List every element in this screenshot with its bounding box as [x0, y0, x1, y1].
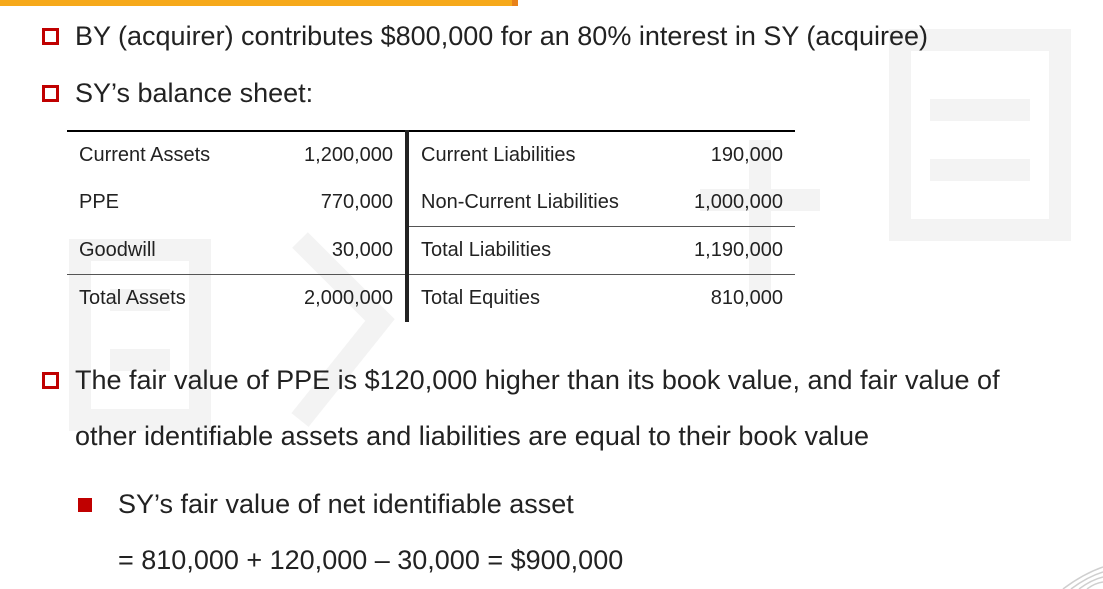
liability-label: Total Liabilities [407, 226, 663, 275]
table-row: Current Assets 1,200,000 Current Liabili… [67, 130, 795, 179]
asset-label: Current Assets [67, 130, 281, 179]
liability-value: 190,000 [663, 130, 795, 179]
liability-label: Total Equities [407, 274, 663, 322]
liability-value: 1,190,000 [663, 226, 795, 275]
bullet-text-3-line-1: The fair value of PPE is $120,000 higher… [75, 365, 1000, 395]
bullet-text-1: BY (acquirer) contributes $800,000 for a… [75, 21, 928, 51]
table-row: Goodwill 30,000 Total Liabilities 1,190,… [67, 226, 795, 275]
sub-bullet-text-1: SY’s fair value of net identifiable asse… [118, 489, 574, 519]
bullet-text-2: SY’s balance sheet: [75, 78, 314, 108]
asset-value: 770,000 [281, 179, 409, 227]
hollow-square-bullet-icon [42, 28, 59, 45]
bullet-item-3: The fair value of PPE is $120,000 higher… [42, 365, 1000, 396]
table-row: Total Assets 2,000,000 Total Equities 81… [67, 274, 795, 322]
bullet-item-2: SY’s balance sheet: [42, 78, 313, 109]
asset-value: 30,000 [281, 226, 409, 275]
hollow-square-bullet-icon [42, 372, 59, 389]
filled-square-bullet-icon [78, 497, 92, 512]
liability-label: Current Liabilities [407, 130, 663, 179]
hollow-square-bullet-icon [42, 85, 59, 102]
header-accent-bar [0, 0, 518, 6]
bullet-item-1: BY (acquirer) contributes $800,000 for a… [42, 21, 928, 52]
asset-value: 1,200,000 [281, 130, 409, 179]
liability-value: 810,000 [663, 274, 795, 322]
asset-value: 2,000,000 [281, 274, 409, 322]
corner-decoration-icon [1062, 566, 1103, 589]
asset-label: Goodwill [79, 238, 156, 261]
balance-sheet-table: Current Assets 1,200,000 Current Liabili… [67, 130, 795, 322]
liability-label: Non-Current Liabilities [421, 191, 619, 213]
liability-value: 1,000,000 [694, 191, 783, 213]
asset-label: PPE [79, 191, 120, 214]
calculation-line: = 810,000 + 120,000 – 30,000 = $900,000 [118, 545, 624, 575]
sub-bullet-item-1: SY’s fair value of net identifiable asse… [78, 489, 574, 520]
table-row: PPE 770,000 Non-Current Liabilities 1,00… [67, 179, 795, 227]
bullet-text-3-line-2: other identifiable assets and liabilitie… [75, 421, 869, 451]
asset-label: Total Assets [67, 274, 281, 322]
